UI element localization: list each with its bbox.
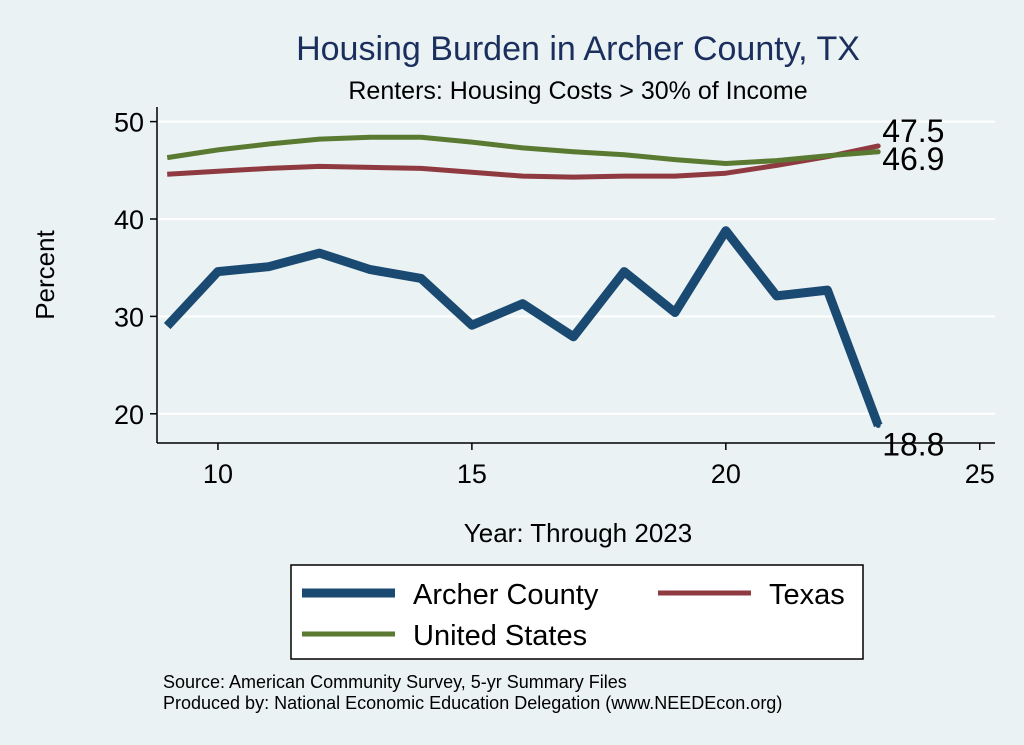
y-tick-label-50: 50	[114, 108, 144, 138]
end-label-united-states: 46.9	[882, 141, 944, 177]
plot-area	[157, 107, 995, 443]
y-axis-title: Percent	[30, 229, 60, 319]
x-tick-label-15: 15	[457, 459, 487, 489]
x-tick-label-10: 10	[203, 459, 233, 489]
x-tick-label-20: 20	[711, 459, 741, 489]
producer-note: Produced by: National Economic Education…	[163, 693, 782, 713]
legend: Archer County Texas United States	[290, 564, 864, 660]
end-label-archer-county: 18.8	[882, 426, 944, 462]
chart-subtitle: Renters: Housing Costs > 30% of Income	[348, 77, 807, 105]
y-tick-label-40: 40	[114, 205, 144, 235]
gridlines	[157, 120, 995, 415]
chart-title: Housing Burden in Archer County, TX	[296, 30, 860, 68]
y-tick-label-20: 20	[114, 400, 144, 430]
end-labels: 18.8 47.546.9	[882, 113, 944, 463]
series-line-texas	[167, 143, 879, 180]
x-axis-title: Year: Through 2023	[464, 518, 692, 548]
y-tick-label-30: 30	[114, 302, 144, 332]
end-point-archer-county	[875, 422, 881, 428]
source-note: Source: American Community Survey, 5-yr …	[163, 672, 627, 692]
x-tick-label-25: 25	[965, 459, 995, 489]
legend-label-archer-county: Archer County	[413, 579, 599, 611]
legend-label-texas: Texas	[769, 579, 845, 611]
series-line-archer-county	[163, 226, 883, 428]
series-lines	[163, 134, 883, 428]
end-label-texas: 47.5	[882, 113, 944, 149]
series-line-united-states	[166, 134, 879, 166]
legend-label-united-states: United States	[413, 620, 587, 652]
legend-box	[290, 564, 864, 660]
end-point-united-states	[875, 149, 881, 155]
end-point-texas	[875, 143, 881, 149]
axes: 20 30 40 50 10 15 20 25	[114, 107, 995, 489]
